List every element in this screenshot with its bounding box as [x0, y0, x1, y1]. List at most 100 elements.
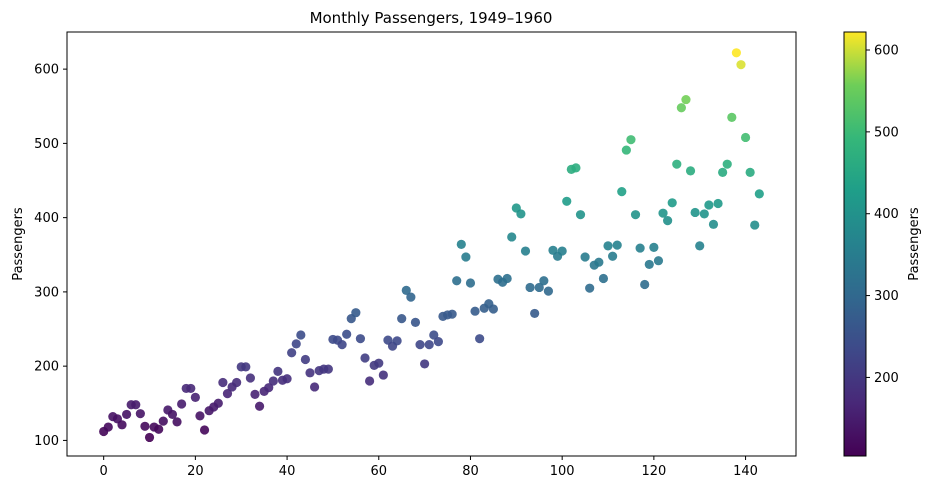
data-point — [598, 273, 609, 284]
y-axis-ticks: 100 200 300 400 500 600 — [34, 63, 67, 449]
data-point — [571, 163, 581, 173]
data-point — [754, 189, 764, 199]
data-point — [617, 187, 627, 197]
x-tick-label: 60 — [371, 464, 388, 479]
data-points — [99, 48, 764, 443]
colorbar — [843, 31, 867, 457]
data-point — [254, 401, 265, 411]
data-point — [461, 252, 471, 262]
data-point — [502, 273, 512, 284]
data-point — [392, 336, 402, 346]
data-point — [594, 257, 604, 267]
data-point — [562, 196, 572, 206]
data-point — [309, 382, 320, 392]
data-point — [708, 219, 719, 229]
data-point — [355, 334, 366, 344]
y-tick-label: 400 — [34, 211, 59, 226]
data-point — [534, 282, 544, 293]
data-point — [291, 339, 301, 349]
data-point — [663, 216, 673, 226]
data-point — [190, 392, 200, 402]
plot-frame — [66, 31, 797, 457]
data-point — [704, 200, 714, 210]
y-tick-label: 300 — [34, 285, 59, 300]
data-point — [630, 210, 641, 220]
data-point — [745, 167, 755, 177]
data-point — [690, 207, 700, 218]
x-tick-label: 100 — [550, 464, 575, 479]
data-point — [433, 337, 443, 347]
data-point — [635, 243, 645, 253]
y-tick-label: 100 — [34, 434, 59, 449]
colorbar-tick-label: 600 — [874, 44, 899, 59]
data-point — [410, 317, 421, 327]
data-point — [360, 353, 370, 363]
data-point — [154, 424, 164, 434]
data-point — [177, 399, 187, 409]
x-axis-ticks: 0 20 40 60 80 100 120 140 — [100, 456, 758, 479]
data-point — [640, 279, 650, 290]
data-point — [337, 340, 347, 350]
data-point — [649, 242, 659, 252]
data-point — [736, 60, 746, 70]
data-point — [158, 416, 168, 426]
data-point — [731, 48, 741, 58]
colorbar-tick-label: 500 — [874, 125, 899, 140]
data-point — [103, 422, 113, 432]
data-point — [718, 167, 728, 177]
data-point — [401, 285, 411, 296]
data-point — [667, 198, 677, 208]
data-point — [525, 282, 535, 293]
data-point — [287, 348, 297, 358]
data-point — [653, 256, 664, 266]
data-point — [378, 370, 388, 380]
data-point — [539, 276, 549, 286]
data-point — [323, 364, 333, 374]
x-tick-label: 0 — [100, 464, 108, 479]
colorbar-ticks: 200 300 400 500 600 — [866, 44, 899, 386]
y-tick-label: 200 — [34, 360, 59, 375]
data-point — [273, 366, 283, 376]
data-point — [131, 400, 141, 410]
data-point — [452, 276, 462, 286]
colorbar-label: Passengers — [907, 207, 922, 281]
data-point — [621, 145, 631, 155]
data-point — [530, 308, 540, 319]
x-tick-label: 80 — [462, 464, 479, 479]
data-point — [740, 132, 751, 143]
data-point — [172, 417, 182, 427]
data-point — [232, 377, 242, 388]
data-point — [575, 210, 586, 220]
data-point — [516, 209, 526, 219]
data-point — [608, 251, 618, 261]
x-tick-label: 140 — [733, 464, 758, 479]
data-point — [585, 283, 595, 293]
data-point — [245, 373, 255, 383]
x-tick-label: 40 — [279, 464, 296, 479]
y-tick-label: 600 — [34, 63, 59, 78]
data-point — [365, 376, 375, 386]
colorbar-tick-label: 300 — [874, 289, 899, 304]
data-point — [268, 376, 278, 386]
data-point — [241, 362, 251, 372]
data-point — [603, 241, 613, 251]
y-axis-label: Passengers — [11, 207, 26, 281]
data-point — [644, 259, 654, 270]
data-point — [424, 340, 434, 350]
data-point — [282, 374, 292, 384]
data-point — [218, 377, 228, 388]
data-point — [507, 232, 517, 242]
data-point — [681, 94, 691, 105]
data-point — [374, 358, 384, 368]
colorbar-tick-label: 200 — [874, 371, 899, 386]
data-point — [264, 383, 274, 393]
data-point — [465, 278, 476, 288]
data-point — [415, 340, 425, 350]
data-point — [475, 334, 485, 344]
colorbar-tick-label: 400 — [874, 207, 899, 222]
data-point — [727, 112, 737, 122]
data-point — [612, 240, 622, 250]
data-point — [186, 383, 196, 394]
data-point — [144, 432, 155, 443]
